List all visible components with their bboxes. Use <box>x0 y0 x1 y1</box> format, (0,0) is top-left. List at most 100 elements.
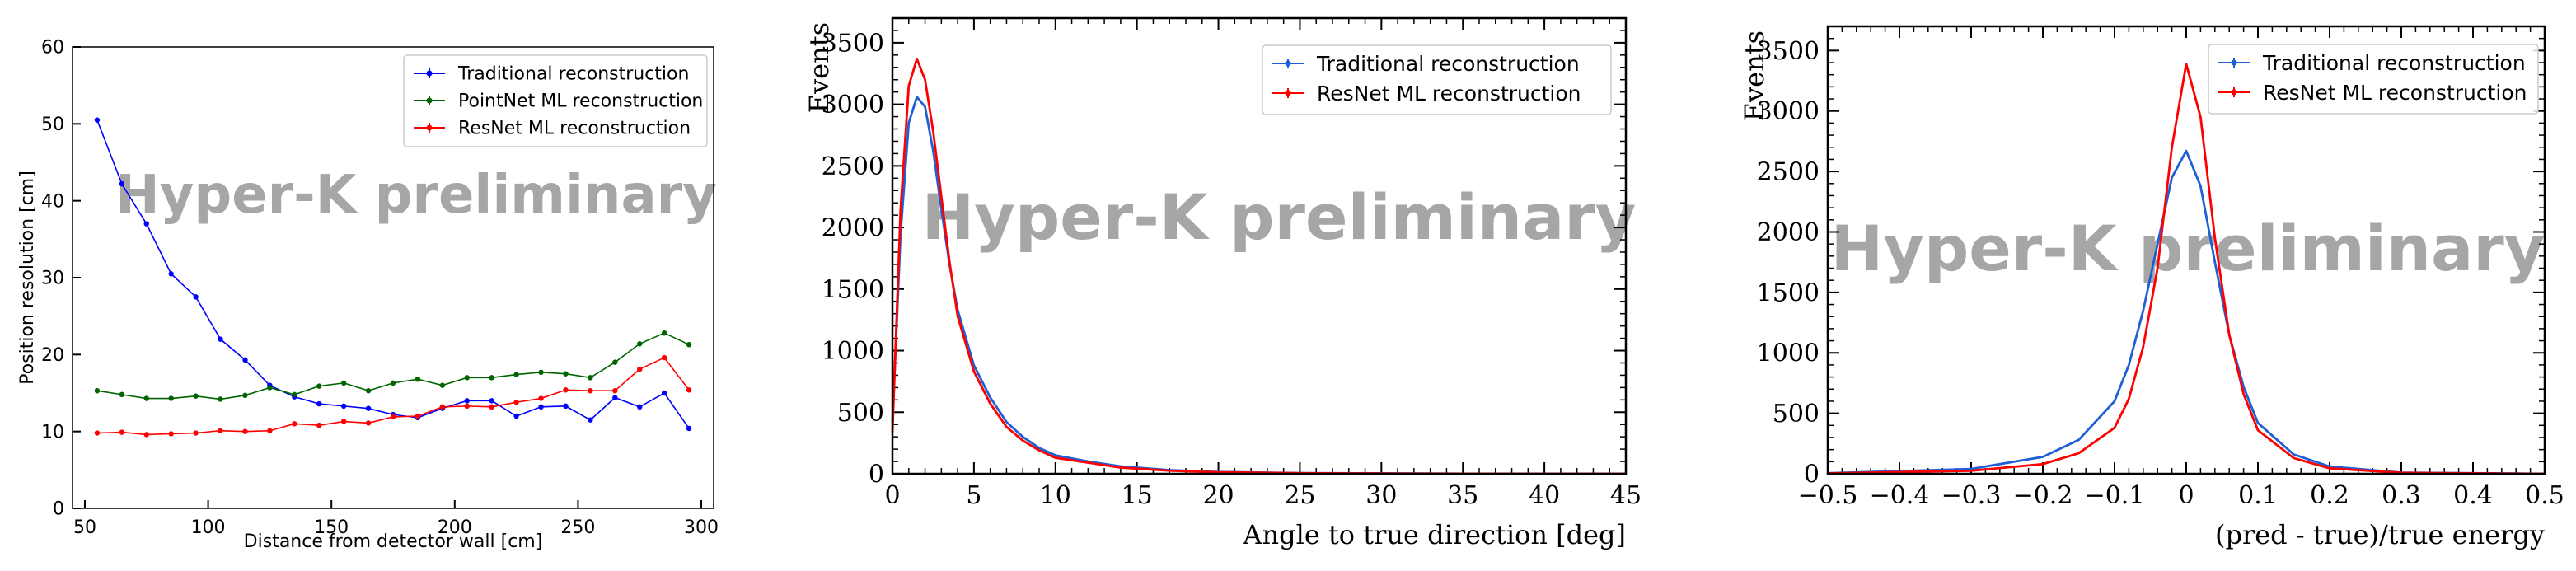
panel-energy-histogram: Hyper-K preliminary −0.5 −0.4 −0.3 −0.2 −0.1 0… <box>1739 25 2564 550</box>
x-axis-label: (pred - true)/true energy <box>2215 519 2545 550</box>
histogram-curve-1 <box>1827 63 2546 475</box>
data-point <box>168 431 174 437</box>
data-point <box>489 375 494 381</box>
data-point <box>588 388 593 394</box>
y-tick-label: 500 <box>837 399 884 428</box>
histogram-curve-1 <box>891 57 1626 475</box>
legend-box <box>2208 44 2539 115</box>
data-point <box>513 400 519 405</box>
x-tick-label: 45 <box>1610 481 1642 510</box>
data-point <box>464 403 470 410</box>
x-tick-label: 0.3 <box>2382 481 2421 510</box>
y-tick-label: 500 <box>1773 400 1820 428</box>
data-point <box>365 388 372 394</box>
data-point <box>538 404 544 410</box>
data-point <box>94 430 101 436</box>
data-point <box>193 294 199 300</box>
data-point <box>513 372 519 377</box>
legend-entry: Traditional reconstruction <box>457 64 689 85</box>
legend-marker <box>426 70 433 77</box>
y-tick-label: 30 <box>41 269 64 289</box>
legend-box <box>403 54 708 147</box>
legend-box <box>1262 44 1612 115</box>
x-tick-label: 0 <box>884 481 900 510</box>
data-point <box>267 385 273 391</box>
data-point <box>513 413 519 419</box>
data-point <box>340 403 347 410</box>
x-axis-label: Angle to true direction [deg] <box>1242 519 1626 550</box>
x-tick-label: 200 <box>438 517 472 538</box>
data-point <box>292 391 297 398</box>
histogram-curve-0 <box>1827 149 2546 475</box>
data-point <box>365 420 372 426</box>
x-tick-label: 250 <box>560 517 595 538</box>
legend-entry: ResNet ML reconstruction <box>2263 81 2527 105</box>
data-point <box>218 428 223 433</box>
data-point <box>390 380 396 386</box>
data-point <box>316 383 322 389</box>
plot-frame <box>72 46 714 509</box>
data-point <box>563 387 569 393</box>
y-axis-label: Position resolution [cm] <box>17 171 38 385</box>
x-tick-label: 0.1 <box>2238 481 2278 510</box>
x-tick-label: 0.5 <box>2525 481 2564 510</box>
y-tick-label: 2000 <box>1757 218 1820 247</box>
y-tick-label: 0 <box>1804 461 1820 489</box>
x-tick-label: −0.5 <box>1798 481 1858 510</box>
x-tick-label: 30 <box>1365 481 1397 510</box>
data-point <box>563 371 569 377</box>
y-tick-label: 2000 <box>822 214 884 243</box>
x-tick-label: −0.4 <box>1870 481 1930 510</box>
data-point <box>218 396 223 402</box>
y-tick-label: 50 <box>41 115 64 135</box>
x-tick-label: 15 <box>1122 481 1153 510</box>
data-point <box>340 380 347 386</box>
x-tick-label: 50 <box>73 517 96 538</box>
data-point <box>390 414 396 420</box>
legend-marker <box>426 124 433 131</box>
x-tick-label: 25 <box>1284 481 1315 510</box>
data-point <box>489 398 494 404</box>
series-line-1 <box>96 332 690 400</box>
y-tick-label: 2500 <box>1757 158 1820 187</box>
y-tick-label: 40 <box>41 191 64 212</box>
plot-frame <box>1826 25 2546 475</box>
data-point <box>365 405 372 411</box>
y-tick-label: 3500 <box>822 29 884 58</box>
histogram-curve-0 <box>891 96 1626 475</box>
legend-entry: ResNet ML reconstruction <box>458 119 691 139</box>
y-tick-label: 20 <box>41 345 64 366</box>
x-tick-label: 0 <box>2178 481 2194 510</box>
data-point <box>415 377 421 382</box>
x-tick-label: −0.1 <box>2085 481 2145 510</box>
y-axis-label: Events <box>803 22 835 113</box>
x-tick-label: 5 <box>966 481 981 510</box>
data-point <box>612 359 618 365</box>
y-tick-label: 1500 <box>822 275 884 304</box>
y-tick-label: 1000 <box>822 337 884 366</box>
x-tick-label: −0.2 <box>2013 481 2073 510</box>
legend-entry: ResNet ML reconstruction <box>1317 82 1581 105</box>
y-tick-label: 3500 <box>1757 37 1820 66</box>
data-point <box>143 221 149 227</box>
x-axis-label: Distance from detector wall [cm] <box>244 531 543 552</box>
data-point <box>538 369 544 375</box>
data-point <box>94 388 101 394</box>
data-point <box>119 391 125 398</box>
y-tick-label: 3000 <box>822 91 884 119</box>
data-point <box>242 428 248 434</box>
data-point <box>193 430 199 436</box>
data-point <box>464 398 470 404</box>
data-point <box>588 417 593 423</box>
x-tick-label: 0.4 <box>2453 481 2493 510</box>
legend-marker <box>2231 89 2237 96</box>
x-tick-label: 10 <box>1040 481 1071 510</box>
data-point <box>661 390 667 396</box>
data-point <box>267 428 273 433</box>
series-line-2 <box>96 357 690 436</box>
data-point <box>637 404 643 410</box>
x-tick-label: 0.2 <box>2310 481 2349 510</box>
x-tick-label: 100 <box>191 517 226 538</box>
data-point <box>292 421 297 427</box>
